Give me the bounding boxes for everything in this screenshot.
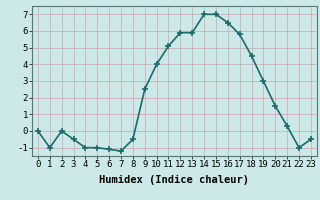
X-axis label: Humidex (Indice chaleur): Humidex (Indice chaleur): [100, 175, 249, 185]
